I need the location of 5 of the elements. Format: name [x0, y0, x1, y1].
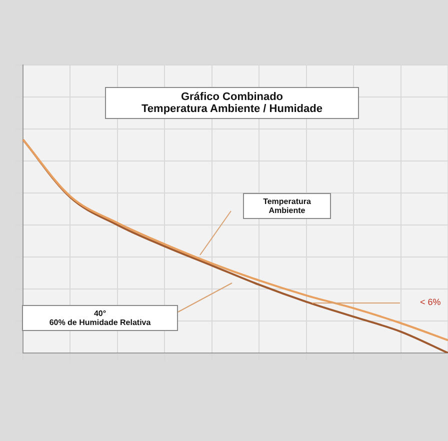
chart-subtitle: Temperatura Ambiente / Humidade [142, 103, 322, 115]
callout-box: Temperatura Ambiente [243, 193, 331, 219]
annotation: < 6% [420, 297, 441, 307]
chart-title: Gráfico Combinado [180, 91, 284, 103]
callout-box: 40° 60% de Humidade Relativa [22, 305, 178, 331]
